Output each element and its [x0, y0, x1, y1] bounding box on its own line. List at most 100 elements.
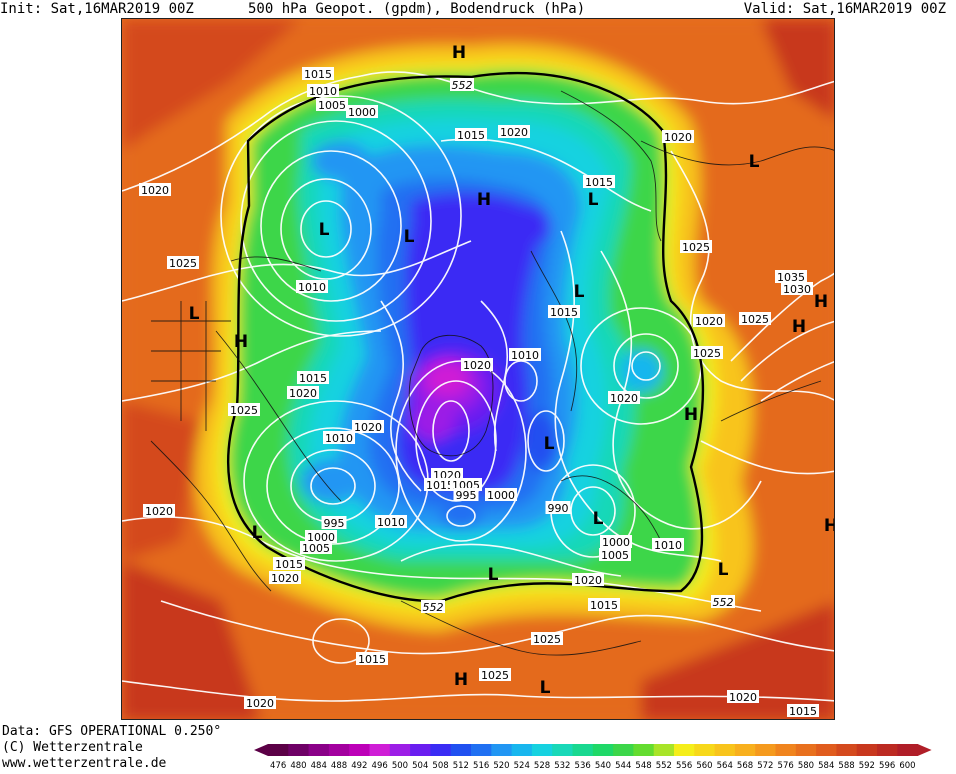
pressure-label-box	[548, 305, 580, 318]
legend-tick-label: 528	[534, 761, 550, 770]
legend-tick-label: 508	[432, 761, 448, 770]
pressure-label: 1035	[777, 271, 805, 284]
pressure-label: 995	[324, 517, 345, 530]
pressure-label: 1010	[309, 85, 337, 98]
pressure-label: 1000	[307, 531, 335, 544]
legend-swatch	[877, 744, 898, 756]
legend-tick-label: 588	[838, 761, 854, 770]
legend-tick-label: 516	[473, 761, 489, 770]
low-pressure-marker: L	[544, 434, 555, 454]
high-pressure-marker: H	[477, 190, 491, 210]
legend-tick-label: 520	[493, 761, 509, 770]
legend-swatch	[471, 744, 492, 756]
pressure-label: 1025	[533, 633, 561, 646]
pressure-label-box	[498, 125, 530, 138]
pressure-label: 1020	[500, 126, 528, 139]
legend-swatch	[633, 744, 655, 756]
pressure-label-box	[662, 130, 694, 143]
pressure-label-box	[588, 598, 620, 611]
low-pressure-marker: L	[404, 227, 415, 247]
pressure-label-box	[244, 696, 276, 709]
low-pressure-marker: L	[319, 220, 330, 240]
low-pressure-marker: L	[189, 304, 200, 324]
contour-552-label-box	[421, 600, 445, 613]
legend-swatch	[511, 744, 533, 756]
legend-swatch	[531, 744, 553, 756]
pressure-label: 1010	[377, 516, 405, 529]
contour-552-label: 552	[713, 596, 734, 609]
pressure-label: 1020	[463, 359, 491, 372]
pressure-label-box	[781, 282, 813, 295]
legend-tick-label: 600	[899, 761, 915, 770]
legend-swatch	[288, 744, 310, 756]
map-title: 500 hPa Geopot. (gpdm), Bodendruck (hPa)	[248, 1, 586, 17]
legend-tick-label: 504	[412, 761, 428, 770]
pressure-label-box	[583, 175, 615, 188]
pressure-label-box	[302, 67, 334, 80]
contour-552-label-box	[450, 78, 474, 91]
legend-swatch	[369, 744, 391, 756]
pressure-label-box	[307, 84, 339, 97]
pressure-label: 1020	[574, 574, 602, 587]
contour-552-label-box	[711, 595, 735, 608]
pressure-label: 1020	[145, 505, 173, 518]
low-pressure-marker: L	[540, 678, 551, 698]
pressure-label-box	[545, 501, 571, 514]
pressure-label-box	[509, 348, 541, 361]
color-legend: 476 480 484 488 492 496 500 504 508 512 516 520 524 5…	[254, 742, 956, 771]
high-pressure-marker: H	[684, 405, 698, 425]
pressure-label: 1005	[318, 99, 346, 112]
init-time: Init: Sat,16MAR2019 00Z	[0, 1, 194, 17]
pressure-label-box	[608, 391, 640, 404]
legend-tick-label: 492	[351, 761, 367, 770]
legend-tick-label: 580	[798, 761, 814, 770]
pressure-label: 1025	[693, 347, 721, 360]
pressure-label: 1010	[511, 349, 539, 362]
pressure-label-box	[305, 530, 337, 543]
pressure-label: 1020	[610, 392, 638, 405]
legend-tick-label: 540	[595, 761, 611, 770]
contour-552-label: 552	[423, 601, 444, 614]
low-pressure-marker: L	[588, 190, 599, 210]
legend-swatch	[816, 744, 837, 756]
pressure-label: 1015	[590, 599, 618, 612]
pressure-label: 1015	[426, 479, 454, 492]
legend-swatch	[410, 744, 431, 756]
pressure-label-box	[599, 548, 631, 561]
legend-tick-label: 564	[717, 761, 733, 770]
pressure-label-box	[269, 571, 301, 584]
pressure-label-box	[287, 386, 319, 399]
pressure-label: 1020	[289, 387, 317, 400]
pressure-label-box	[479, 668, 511, 681]
pressure-label-box	[352, 420, 384, 433]
pressure-label: 1020	[354, 421, 382, 434]
pressure-label: 1005	[302, 542, 330, 555]
legend-tick-label: 544	[615, 761, 631, 770]
legend-tick-label: 480	[290, 761, 306, 770]
weather-map: 552 552 552 1015 1010 1005 1000 1015 1020 1020 101…	[121, 18, 835, 720]
pressure-label-box	[424, 478, 456, 491]
pressure-label: 1015	[550, 306, 578, 319]
legend-swatch	[308, 744, 330, 756]
pressure-label-box	[531, 632, 563, 645]
pressure-label: 1020	[141, 184, 169, 197]
pressure-label-box	[273, 557, 305, 570]
legend-tick-label: 552	[656, 761, 672, 770]
low-pressure-marker: L	[252, 523, 263, 543]
contour-552-label: 552	[452, 79, 473, 92]
pressure-label: 1015	[457, 129, 485, 142]
pressure-label: 1005	[601, 549, 629, 562]
pressure-label-box	[375, 515, 407, 528]
pressure-label-box	[167, 256, 199, 269]
pressure-label-box	[680, 240, 712, 253]
pressure-label-box	[321, 516, 347, 529]
pressure-label-box	[461, 358, 493, 371]
legend-tick-label: 572	[757, 761, 773, 770]
legend-swatch	[856, 744, 878, 756]
pressure-label: 1020	[664, 131, 692, 144]
legend-swatch	[349, 744, 370, 756]
legend-swatch	[755, 744, 776, 756]
legend-swatch	[268, 744, 289, 756]
legend-tick-label: 536	[575, 761, 591, 770]
pressure-label: 1015	[358, 653, 386, 666]
